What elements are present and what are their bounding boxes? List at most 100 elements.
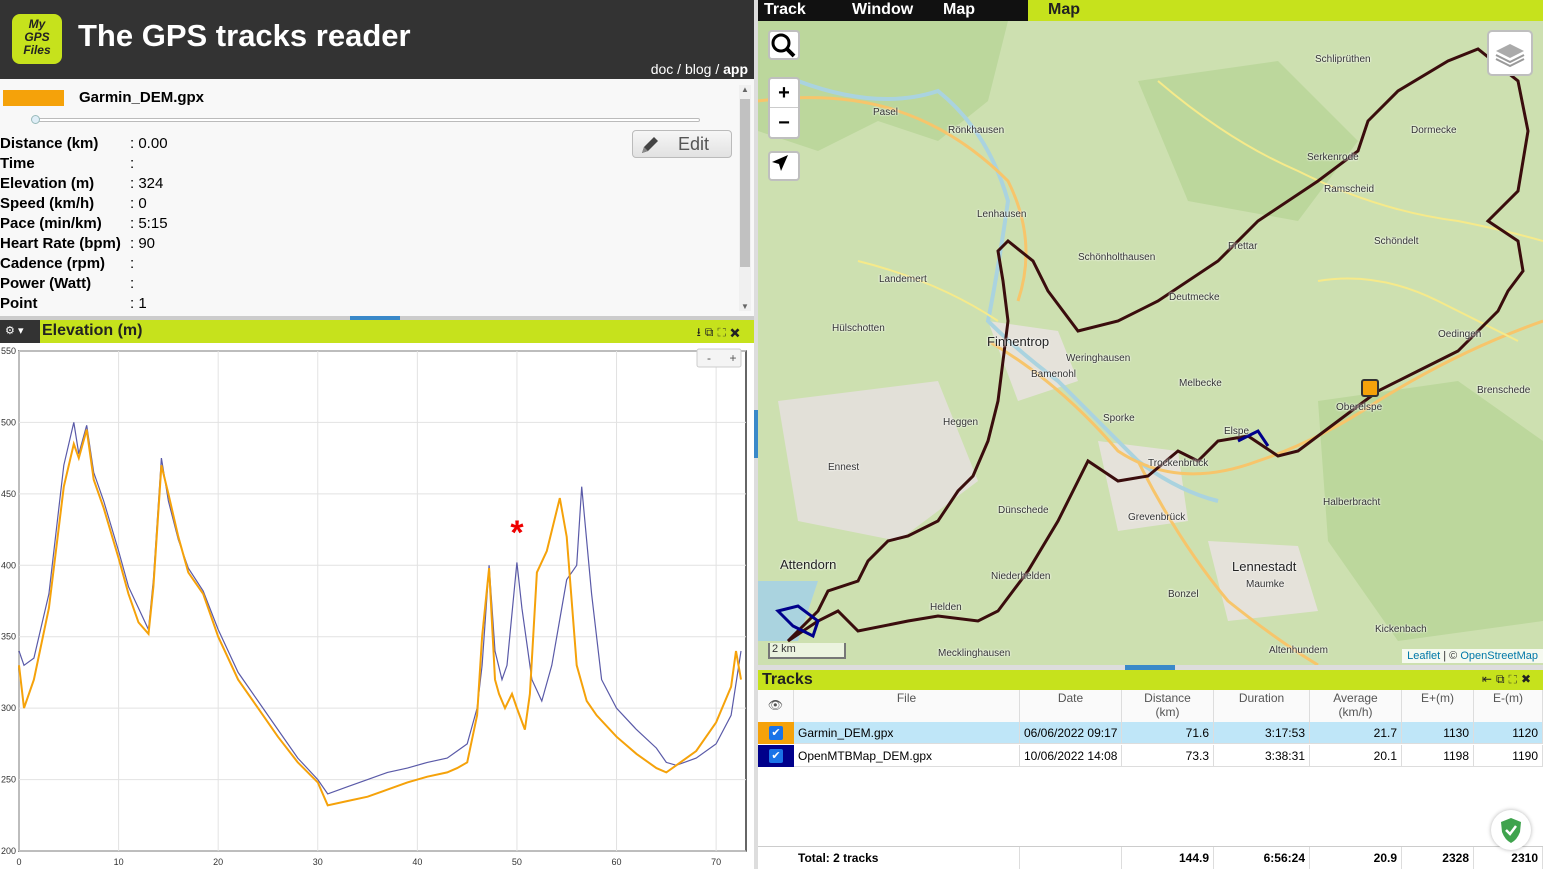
zoom-in-button[interactable]: +	[770, 79, 798, 108]
column-header-distance[interactable]: Distance (km)	[1122, 690, 1214, 722]
track-color-cell: ✔	[758, 745, 794, 767]
map-background	[758, 21, 1543, 665]
x-tick-label: 20	[213, 857, 223, 867]
splitter-grip[interactable]	[350, 316, 400, 320]
map-view[interactable]: Schliprüthen Pasel Rönkhausen Dormecke S…	[758, 21, 1543, 665]
plot-area	[18, 350, 747, 852]
place-label: Dormecke	[1411, 125, 1457, 136]
total-distance: 144.9	[1122, 847, 1214, 869]
map-position-marker[interactable]	[1361, 379, 1379, 397]
current-file-name: Garmin_DEM.gpx	[79, 89, 205, 106]
locate-button[interactable]	[768, 151, 800, 181]
stat-label: Distance (km)	[0, 135, 99, 152]
close-icon[interactable]: ✖	[1520, 672, 1535, 686]
place-label: Helden	[930, 602, 962, 613]
layers-button[interactable]	[1487, 30, 1533, 76]
total-average: 20.9	[1310, 847, 1402, 869]
expand-icon[interactable]: ⛶	[717, 325, 730, 339]
stat-value: : 324	[130, 175, 164, 192]
doc-link[interactable]: doc	[650, 61, 674, 77]
y-tick-label: 550	[1, 346, 16, 356]
close-icon[interactable]: ✖	[729, 325, 744, 339]
place-label: Schliprüthen	[1315, 54, 1371, 65]
gear-menu-button[interactable]: ⚙ ▾	[0, 320, 40, 343]
column-header-date[interactable]: Date	[1020, 690, 1122, 722]
tab-map[interactable]: Map	[943, 1, 975, 18]
column-splitter[interactable]	[754, 0, 758, 869]
popout-icon[interactable]: ⧉	[704, 325, 718, 339]
cell-date: 10/06/2022 14:08	[1020, 745, 1122, 767]
position-slider[interactable]	[34, 118, 700, 122]
visibility-column-header[interactable]: 👁	[758, 690, 794, 722]
table-row[interactable]: ✔ OpenMTBMap_DEM.gpx 10/06/2022 14:08 73…	[758, 745, 1543, 767]
chart-zoom-out[interactable]: -	[707, 351, 711, 365]
tab-window[interactable]: Window	[852, 1, 914, 18]
place-label: Altenhundem	[1269, 645, 1328, 656]
info-scrollbar[interactable]: ▲ ▼	[739, 85, 751, 311]
edit-button-label: Edit	[678, 134, 710, 154]
x-tick-label: 40	[412, 857, 422, 867]
chart-zoom-in[interactable]: +	[729, 351, 736, 365]
column-header-file[interactable]: File	[794, 690, 1020, 722]
table-row[interactable]: ✔ Garmin_DEM.gpx 06/06/2022 09:17 71.6 3…	[758, 722, 1543, 744]
leaflet-link[interactable]: Leaflet	[1407, 650, 1441, 662]
collapse-icon[interactable]: ⇤	[1481, 672, 1496, 686]
scroll-down-icon[interactable]: ▼	[741, 302, 749, 311]
edit-button[interactable]: Edit	[632, 130, 732, 158]
stat-row: Elevation (m): 324	[0, 175, 400, 195]
stat-row: Distance (km): 0.00	[0, 135, 400, 155]
y-tick-label: 450	[1, 489, 16, 499]
x-tick-label: 0	[16, 857, 21, 867]
column-header-average[interactable]: Average (km/h)	[1310, 690, 1402, 722]
place-label: Schöndelt	[1374, 236, 1419, 247]
elevation-chart[interactable]: 0 10 20 30 40 50 60 70 200 250 300 350 400 450 500 550 *…	[0, 343, 754, 869]
stat-row: Pace (min/km): 5:15	[0, 215, 400, 235]
popout-icon[interactable]: ⧉	[1495, 672, 1509, 686]
stat-value: :	[130, 275, 135, 292]
stat-label: Point	[0, 295, 38, 312]
splitter-grip[interactable]	[754, 410, 758, 458]
column-header-duration[interactable]: Duration	[1214, 690, 1310, 722]
stat-label: Speed (km/h)	[0, 195, 95, 212]
cell-duration: 3:17:53	[1214, 722, 1310, 744]
app-link[interactable]: app	[723, 61, 748, 77]
expand-icon[interactable]: ⛶	[1508, 672, 1521, 686]
place-label: Sporke	[1103, 413, 1135, 424]
file-color-swatch	[3, 90, 64, 106]
position-slider-handle[interactable]	[31, 115, 40, 124]
splitter-grip[interactable]	[1125, 665, 1175, 670]
visibility-checkbox[interactable]: ✔	[769, 726, 783, 740]
elevation-series-line	[18, 422, 742, 795]
download-icon[interactable]: ⭳	[696, 325, 705, 339]
app-logo[interactable]: My GPS Files	[12, 14, 62, 64]
stat-row: Heart Rate (bpm) : 90	[0, 235, 400, 255]
y-tick-label: 350	[1, 632, 16, 642]
scroll-up-icon[interactable]: ▲	[741, 85, 749, 94]
tracks-table: 👁 File Date Distance (km) Duration Avera…	[758, 690, 1543, 869]
scrollbar-thumb[interactable]	[740, 99, 750, 267]
search-button[interactable]	[768, 30, 800, 60]
blog-link[interactable]: blog	[684, 61, 712, 77]
stat-value: : 90	[130, 235, 156, 252]
stat-value: :	[130, 255, 135, 272]
x-tick-label: 60	[612, 857, 622, 867]
right-column: Track Window Map Map	[758, 0, 1543, 869]
column-header-eplus[interactable]: E+(m)	[1402, 690, 1474, 722]
visibility-checkbox[interactable]: ✔	[769, 749, 783, 763]
map-splitter[interactable]	[758, 665, 1543, 670]
cell-file: OpenMTBMap_DEM.gpx	[794, 745, 1020, 767]
zoom-out-button[interactable]: −	[778, 112, 790, 134]
elevation-series-line	[18, 429, 742, 807]
stat-label: Heart Rate (bpm)	[0, 235, 121, 252]
tab-track[interactable]: Track	[764, 1, 806, 18]
stat-label: Cadence (rpm)	[0, 255, 106, 272]
total-duration: 6:56:24	[1214, 847, 1310, 869]
security-shield-button[interactable]	[1491, 810, 1531, 850]
openstreetmap-link[interactable]: OpenStreetMap	[1460, 650, 1538, 662]
place-label: Oberelspe	[1336, 402, 1383, 413]
place-label: Dünschede	[998, 505, 1049, 516]
elevation-panel-title: Elevation (m)	[42, 322, 143, 339]
track-color-cell: ✔	[758, 722, 794, 744]
info-panel-splitter[interactable]	[0, 316, 754, 320]
column-header-eminus[interactable]: E-(m)	[1474, 690, 1543, 722]
